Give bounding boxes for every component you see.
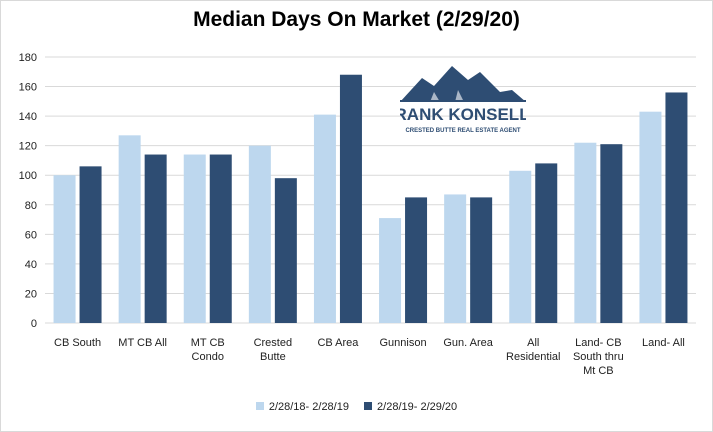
bar-series-1 [183, 154, 206, 323]
y-tick-label: 20 [25, 288, 37, 300]
bar-series-2 [339, 74, 362, 323]
logo-name: FRANK KONSELLA [400, 105, 526, 124]
bar-series-1 [509, 170, 532, 323]
bar-series-1 [313, 114, 336, 323]
bar-series-1 [248, 145, 271, 323]
bar-series-1 [444, 194, 467, 323]
y-tick-label: 160 [19, 82, 37, 94]
legend-item-series-1: 2/28/18- 2/28/19 [255, 401, 349, 413]
logo-tagline: CRESTED BUTTE REAL ESTATE AGENT [405, 128, 520, 134]
y-tick-label: 100 [19, 170, 37, 182]
bar-series-2 [600, 144, 623, 323]
x-category-label: Land- CB South thru Mt CB [573, 337, 624, 377]
chart-title: Median Days On Market (2/29/20) [193, 8, 520, 31]
y-tick-label: 180 [19, 52, 37, 64]
legend: 2/28/18- 2/28/19 2/28/19- 2/29/20 [0, 401, 713, 413]
x-category-label: Gunnison [380, 337, 427, 349]
y-tick-label: 80 [25, 200, 37, 212]
y-tick-label: 40 [25, 259, 37, 271]
x-category-label: CB South [54, 337, 101, 349]
x-category-label: MT CB Condo [191, 337, 225, 363]
bar-series-2 [79, 166, 102, 323]
x-category-label: CB Area [317, 337, 359, 349]
bar-series-1 [53, 175, 76, 323]
bar-series-2 [209, 154, 232, 323]
y-axis-ticks: 0 20 40 60 80 100 120 140 160 180 [19, 52, 37, 330]
legend-label: 2/28/18- 2/28/19 [268, 401, 349, 413]
legend-item-series-2: 2/28/19- 2/29/20 [364, 401, 457, 413]
y-tick-label: 0 [31, 318, 37, 330]
bar-series-2 [535, 163, 558, 323]
y-tick-label: 120 [19, 141, 37, 153]
bar-series-2 [665, 92, 688, 323]
bar-series-1 [118, 135, 141, 323]
bar-series-2 [274, 178, 297, 323]
bar-series-2 [144, 154, 167, 323]
x-category-label: Gun. Area [443, 337, 493, 349]
x-category-label: Crested Butte [254, 337, 293, 363]
bars [53, 74, 688, 323]
x-category-label: Land- All [642, 337, 685, 349]
x-category-label: All Residential [506, 337, 560, 363]
gridlines [45, 56, 696, 324]
legend-label: 2/28/19- 2/29/20 [377, 401, 458, 413]
legend-swatch [255, 402, 264, 410]
bar-chart: 0 20 40 60 80 100 120 140 160 180 CB South MT CB A… [19, 52, 696, 377]
frank-konsella-logo: FRANK KONSELLA CRESTED BUTTE REAL ESTATE… [384, 62, 542, 142]
bar-series-2 [405, 197, 428, 323]
mountain-logo-icon [400, 66, 526, 102]
bar-series-1 [379, 218, 402, 323]
x-category-label: MT CB All [118, 337, 167, 349]
y-tick-label: 140 [19, 111, 37, 123]
y-tick-label: 60 [25, 229, 37, 241]
legend-swatch [364, 402, 373, 410]
bar-series-1 [574, 142, 597, 323]
x-axis-categories: CB South MT CB All MT CB Condo Crested Butte C… [54, 337, 685, 377]
bar-series-1 [639, 111, 662, 323]
bar-series-2 [470, 197, 493, 323]
